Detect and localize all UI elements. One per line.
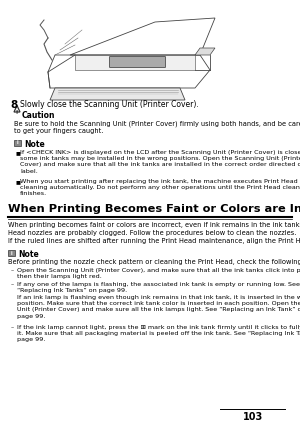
- Text: Be sure to hold the Scanning Unit (Printer Cover) firmly using both hands, and b: Be sure to hold the Scanning Unit (Print…: [14, 120, 300, 134]
- FancyBboxPatch shape: [14, 139, 21, 145]
- Text: If <CHECK INK> is displayed on the LCD after the Scanning Unit (Printer Cover) i: If <CHECK INK> is displayed on the LCD a…: [20, 150, 300, 173]
- Text: !: !: [16, 110, 18, 114]
- Text: –: –: [11, 282, 14, 287]
- Text: Slowly close the Scanning Unit (Printer Cover).: Slowly close the Scanning Unit (Printer …: [20, 100, 199, 109]
- Text: When printing becomes faint or colors are incorrect, even if ink remains in the : When printing becomes faint or colors ar…: [8, 222, 300, 236]
- Text: Note: Note: [24, 140, 45, 149]
- Polygon shape: [195, 48, 215, 55]
- Text: When you start printing after replacing the ink tank, the machine executes Print: When you start printing after replacing …: [20, 179, 300, 196]
- Text: i: i: [17, 141, 18, 145]
- Text: Caution: Caution: [22, 111, 56, 120]
- Text: –: –: [11, 325, 14, 330]
- Text: 8: 8: [10, 100, 17, 110]
- Text: ■: ■: [16, 150, 21, 155]
- Text: If the ink lamp cannot light, press the ⊞ mark on the ink tank firmly until it c: If the ink lamp cannot light, press the …: [17, 325, 300, 343]
- Text: Open the Scanning Unit (Printer Cover), and make sure that all the ink tanks cli: Open the Scanning Unit (Printer Cover), …: [17, 268, 300, 279]
- Text: If an ink lamp is flashing even though ink remains in that ink tank, it is inser: If an ink lamp is flashing even though i…: [17, 295, 300, 319]
- Text: Before printing the nozzle check pattern or cleaning the Print Head, check the f: Before printing the nozzle check pattern…: [8, 259, 300, 265]
- Text: If the ruled lines are shifted after running the Print Head maintenance, align t: If the ruled lines are shifted after run…: [8, 238, 300, 244]
- Text: Note: Note: [18, 250, 39, 259]
- FancyBboxPatch shape: [8, 249, 15, 255]
- FancyBboxPatch shape: [110, 57, 166, 68]
- Text: i: i: [11, 250, 12, 255]
- Polygon shape: [50, 88, 185, 100]
- Text: If any one of the lamps is flashing, the associated ink tank is empty or running: If any one of the lamps is flashing, the…: [17, 282, 300, 293]
- Text: When Printing Becomes Faint or Colors are Incorrect: When Printing Becomes Faint or Colors ar…: [8, 204, 300, 214]
- Text: –: –: [11, 268, 14, 273]
- Text: 103: 103: [243, 412, 263, 422]
- Text: ■: ■: [16, 179, 21, 184]
- Polygon shape: [75, 55, 195, 70]
